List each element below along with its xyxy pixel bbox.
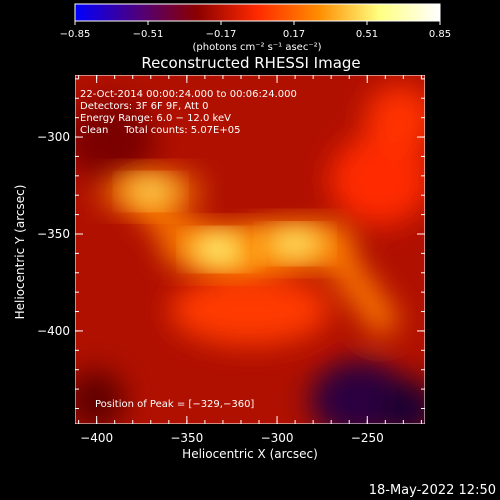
dim-region <box>75 100 155 180</box>
colorbar-tick-label: 0.51 <box>356 29 378 40</box>
annotation-energy: Energy Range: 6.0 − 12.0 keV <box>80 113 231 124</box>
annotation-counts: Clean Total counts: 5.07E+05 <box>80 125 240 136</box>
source-core <box>265 227 325 260</box>
dim-region <box>75 370 125 424</box>
peak-position-label: Position of Peak = [−329,−360] <box>95 399 254 410</box>
colorbar <box>74 3 441 22</box>
annotation-time: 22-Oct-2014 00:00:24.000 to 00:06:24.000 <box>80 89 297 100</box>
chart-title: Reconstructed RHESSI Image <box>141 54 360 72</box>
bright-region <box>170 275 330 345</box>
colorbar-tick-label: 0.85 <box>429 29 451 40</box>
y-tick-label: −400 <box>37 324 70 338</box>
bright-region <box>365 85 425 155</box>
x-tick-label: −350 <box>170 431 203 445</box>
y-axis: −300 −350 −400 <box>37 78 425 409</box>
y-tick-label: −350 <box>37 227 70 241</box>
x-tick-label: −250 <box>351 431 384 445</box>
x-axis-label: Heliocentric X (arcsec) <box>182 447 318 461</box>
source-markers <box>98 168 352 276</box>
source-core <box>123 176 178 207</box>
x-tick-label: −300 <box>261 431 294 445</box>
colorbar-tick-label: −0.17 <box>206 29 237 40</box>
colorbar-ticks: −0.85 −0.51 −0.17 0.17 0.51 0.85 <box>60 21 451 40</box>
y-tick-label: −300 <box>37 130 70 144</box>
source-core <box>189 232 254 267</box>
colorbar-tick-label: −0.85 <box>60 29 91 40</box>
bright-region <box>330 135 425 225</box>
colorbar-tick-label: 0.17 <box>283 29 305 40</box>
colorbar-tick-label: −0.51 <box>133 29 164 40</box>
dark-region <box>380 380 425 424</box>
y-axis-label: Heliocentric Y (arcsec) <box>13 185 27 320</box>
x-axis: −400 −350 −300 −250 <box>78 75 422 445</box>
annotation-detectors: Detectors: 3F 6F 9F, Att 0 <box>80 101 208 112</box>
annotations: 22-Oct-2014 00:00:24.000 to 00:06:24.000… <box>80 89 297 136</box>
footer-timestamp: 18-May-2022 12:50 <box>369 483 496 498</box>
x-tick-label: −400 <box>80 431 113 445</box>
heatmap-image <box>75 75 425 424</box>
colorbar-units-label: (photons cm⁻² s⁻¹ asec⁻²) <box>192 42 321 53</box>
